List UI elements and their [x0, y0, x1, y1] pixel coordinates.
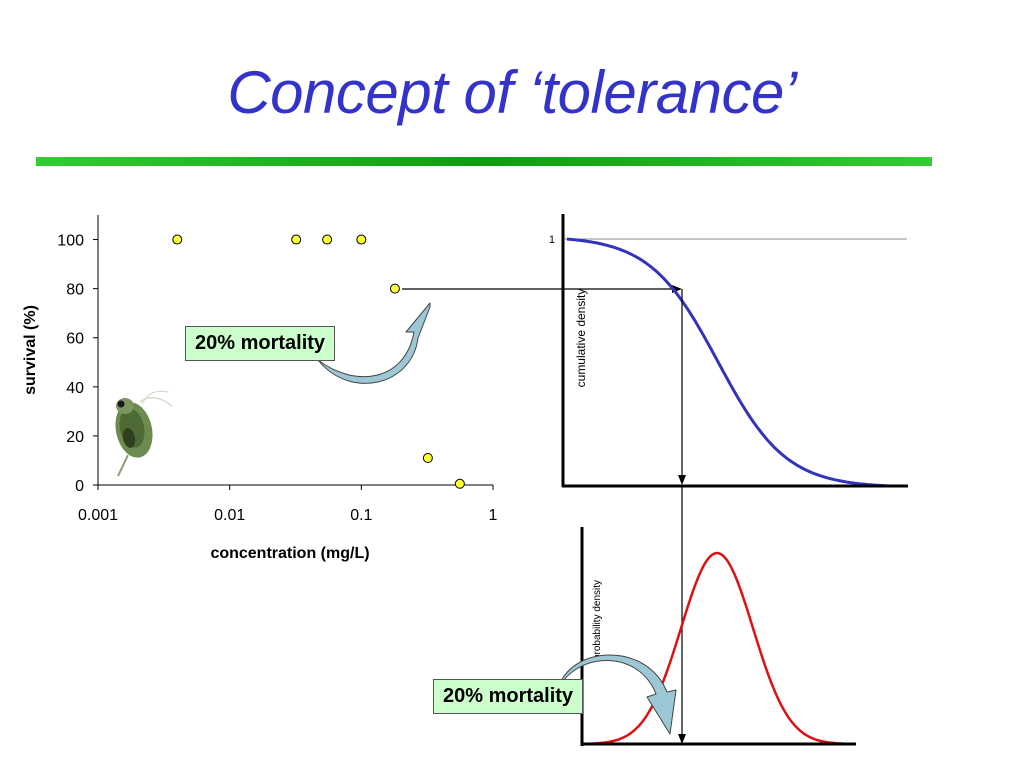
curved-arrow-top	[317, 302, 431, 384]
scatter-y-ticks: 0 20 40 60 80 100	[57, 233, 98, 495]
y-tick-label: 40	[66, 380, 84, 397]
scatter-point	[389, 283, 400, 294]
pdf-curve	[583, 551, 846, 746]
scatter-point	[454, 478, 465, 489]
y-tick-label: 20	[66, 429, 84, 446]
x-tick-label: 1	[489, 507, 498, 524]
cdf-curve	[566, 237, 890, 488]
slide-title: Concept of ‘tolerance’	[227, 59, 797, 126]
scatter-point	[422, 453, 433, 463]
cdf-y-axis-label: cumulative density	[574, 289, 588, 388]
x-tick-label: 0.001	[78, 507, 118, 524]
y-tick-label: 100	[57, 233, 84, 250]
y-tick-label: 80	[66, 282, 84, 299]
pdf-y-axis-label: probability density	[592, 580, 603, 660]
scatter-y-axis-label: survival (%)	[22, 305, 39, 395]
probability-density-chart: probability density	[580, 487, 856, 746]
title-divider	[36, 157, 932, 166]
pdf-drop-arrowhead	[678, 734, 686, 744]
scatter-point	[291, 234, 302, 245]
scatter-x-axis-label: concentration (mg/L)	[210, 545, 369, 562]
mortality-callout-bottom: 20% mortality	[433, 679, 584, 714]
cdf-y-tick-label: 1	[549, 234, 555, 246]
x-tick-label: 0.01	[214, 507, 245, 524]
scatter-point	[322, 234, 333, 245]
scatter-chart: 0 20 40 60 80 100 0.001 0.01 0.1 1 concentration…	[22, 215, 682, 562]
y-tick-label: 60	[66, 331, 84, 348]
scatter-points	[172, 234, 465, 489]
mortality-callout-top: 20% mortality	[185, 326, 336, 361]
scatter-point	[356, 234, 367, 245]
x-tick-label: 0.1	[350, 507, 372, 524]
daphnia-illustration	[115, 390, 173, 477]
connector-arrowhead-vertical	[678, 475, 686, 485]
cumulative-density-chart: 1 cumulative density	[549, 214, 908, 488]
y-tick-label: 0	[75, 478, 84, 495]
scatter-point	[172, 234, 183, 245]
curved-arrow-bottom	[557, 654, 677, 735]
scatter-x-ticks: 0.001 0.01 0.1 1	[78, 485, 498, 524]
